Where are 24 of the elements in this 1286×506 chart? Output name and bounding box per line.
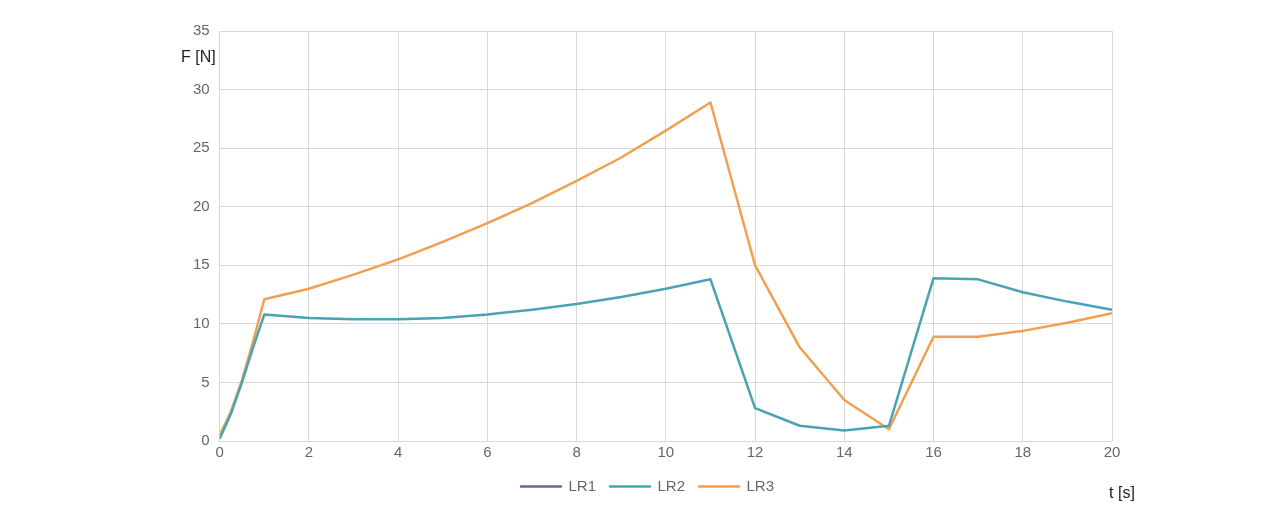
legend-label: LR2 [657, 476, 686, 494]
y-tick-label: 30 [193, 79, 210, 97]
x-tick-label: 20 [1103, 443, 1121, 461]
x-tick-label: 2 [304, 443, 314, 461]
x-tick-label: 4 [393, 443, 403, 461]
y-tick-label: 10 [193, 314, 210, 331]
x-tick-label: 10 [657, 443, 675, 461]
x-tick-label: 18 [1014, 443, 1032, 461]
x-tick-label: 14 [835, 443, 853, 461]
y-tick-label: 0 [201, 431, 210, 449]
legend-label: LR3 [746, 476, 775, 494]
y-tick-label: 35 [193, 21, 210, 39]
x-axis-title: t [s] [1109, 484, 1135, 502]
y-tick-label: 20 [193, 196, 210, 214]
y-tick-label: 25 [193, 138, 210, 156]
y-tick-label: 15 [193, 255, 210, 273]
legend-label: LR1 [568, 476, 597, 494]
x-tick-label: 6 [483, 443, 492, 461]
x-tick-label: 8 [572, 443, 581, 461]
x-tick-label: 16 [925, 443, 942, 461]
y-tick-label: 5 [201, 372, 210, 390]
x-tick-label: 0 [215, 443, 224, 461]
x-tick-label: 12 [746, 443, 764, 461]
y-axis-title: F [N] [181, 48, 216, 66]
